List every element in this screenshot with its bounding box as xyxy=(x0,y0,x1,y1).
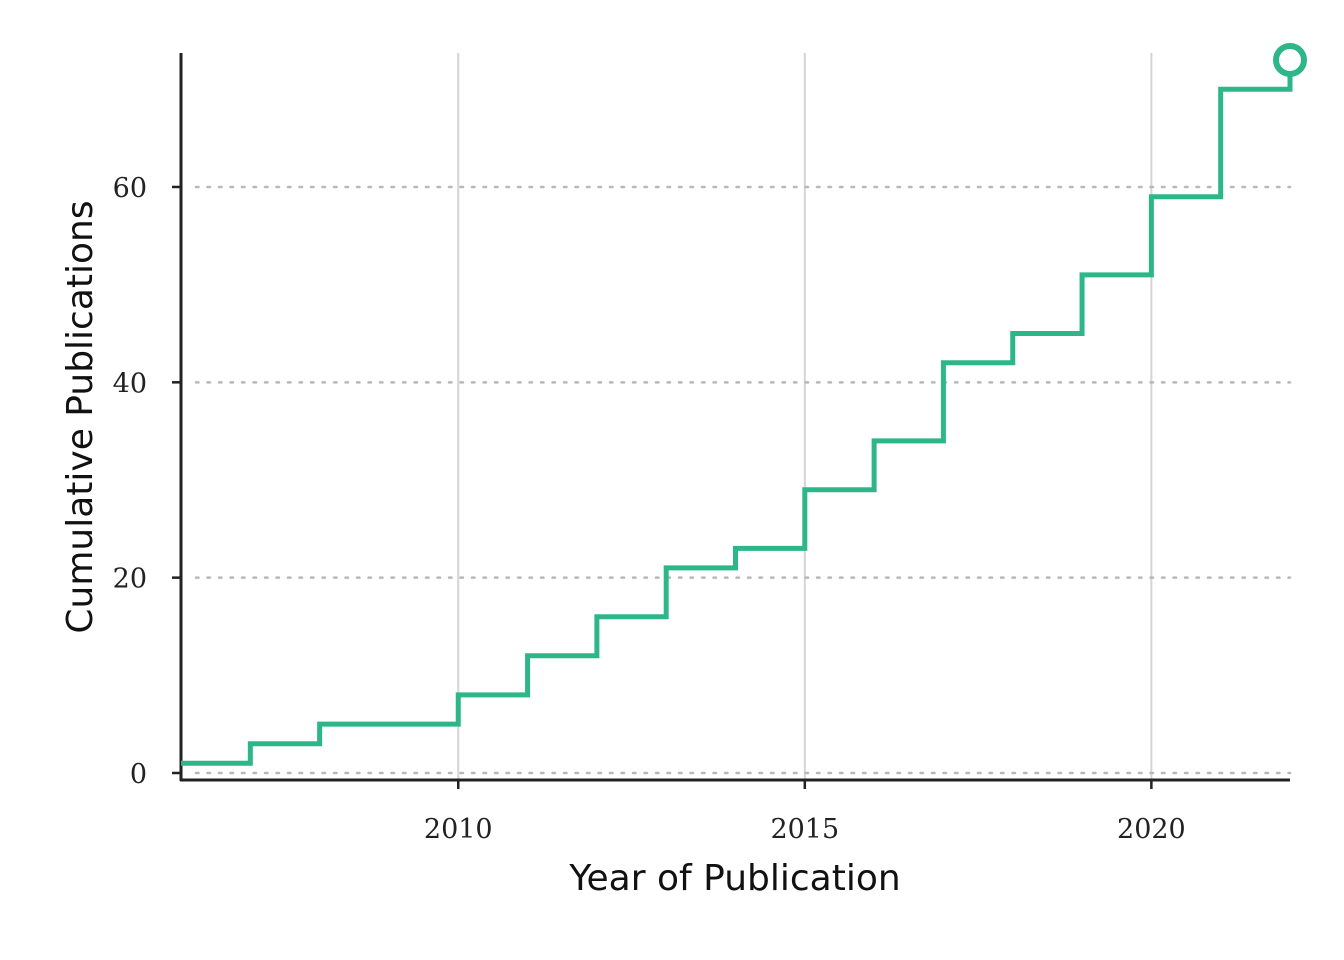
series-layer xyxy=(181,43,1307,766)
series-step-line xyxy=(181,60,1293,766)
y-axis-title: Cumulative Publications xyxy=(60,200,101,633)
y-tick-label: 0 xyxy=(130,759,147,790)
x-tick-label: 2020 xyxy=(1117,814,1186,845)
y-tick-label: 40 xyxy=(113,368,147,399)
x-axis-title: Year of Publication xyxy=(568,858,900,899)
x-tick-label: 2015 xyxy=(770,814,839,845)
grid-layer xyxy=(194,53,1292,780)
y-tick-label: 20 xyxy=(113,564,147,595)
y-tick-label: 60 xyxy=(113,173,147,204)
end-point-marker xyxy=(1273,43,1307,77)
tick-layer: 2010 2015 2020 0 20 40 60 xyxy=(113,173,1186,845)
axis-layer xyxy=(179,53,1290,782)
x-tick-label: 2010 xyxy=(424,814,493,845)
